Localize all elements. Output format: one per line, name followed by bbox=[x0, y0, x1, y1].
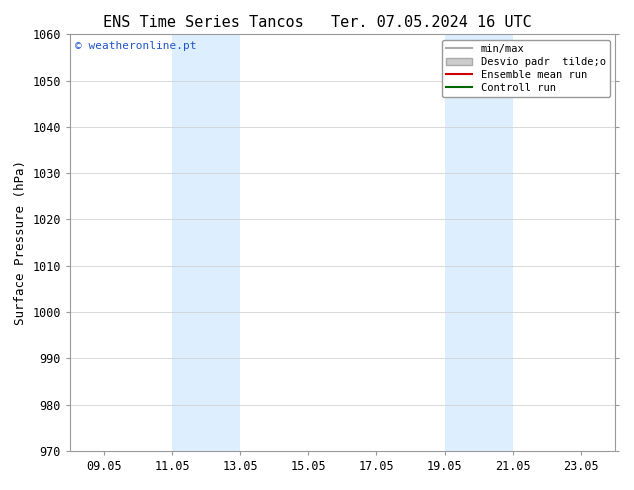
Y-axis label: Surface Pressure (hPa): Surface Pressure (hPa) bbox=[14, 160, 27, 325]
Legend: min/max, Desvio padr  tilde;o, Ensemble mean run, Controll run: min/max, Desvio padr tilde;o, Ensemble m… bbox=[442, 40, 610, 97]
Text: © weatheronline.pt: © weatheronline.pt bbox=[75, 41, 197, 50]
Bar bbox=[444, 34, 513, 451]
Text: ENS Time Series Tancos: ENS Time Series Tancos bbox=[103, 15, 303, 30]
Text: Ter. 07.05.2024 16 UTC: Ter. 07.05.2024 16 UTC bbox=[331, 15, 531, 30]
Bar bbox=[172, 34, 240, 451]
